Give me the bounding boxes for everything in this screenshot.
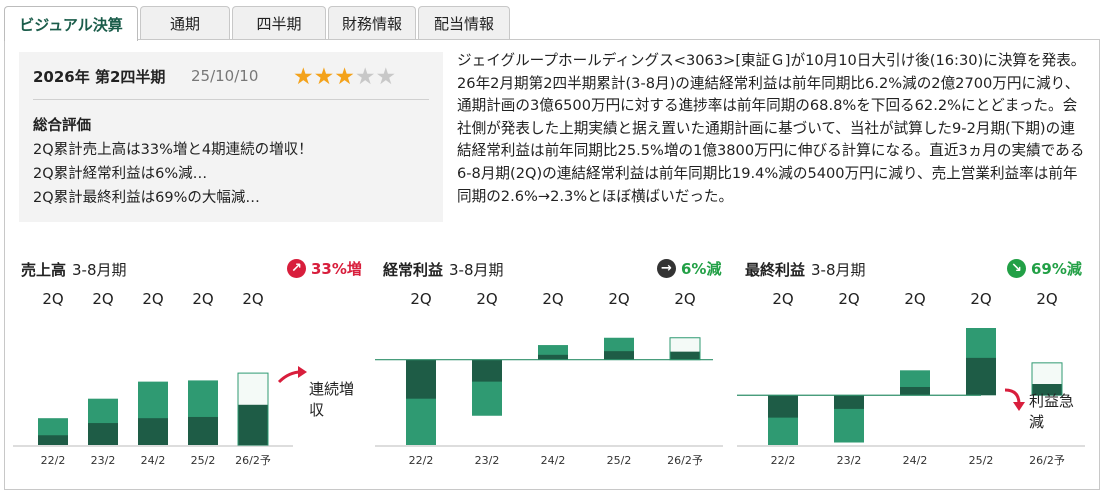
bar-2q (238, 404, 268, 445)
arrow-head (1013, 402, 1025, 411)
earnings-description: ジェイグループホールディングス<3063>[東証Ｇ]が10月10日大引け後(16… (457, 52, 1086, 205)
bar-label-2q: 2Q (242, 290, 263, 308)
chart-title: 売上高 3-8月期 (21, 259, 127, 280)
summary-line: 2Q累計売上高は33%増と4期連続の増収！ (33, 142, 313, 158)
change-label: 69%減 (1031, 260, 1082, 278)
summary-line: 2Q累計経常利益は6%減… (33, 166, 208, 182)
x-tick-label: 24/2 (541, 454, 566, 467)
arrow-down-right-icon: ↘ (1007, 259, 1026, 278)
summary-date: 25/10/10 (191, 67, 259, 85)
bar-2q (966, 357, 996, 396)
x-tick-label: 22/2 (409, 454, 434, 467)
bar-2q (834, 395, 864, 409)
chart-net-profit: 2Q 22/2 2Q 23/2 2Q 24/2 2Q 25/2 2Q 26/2予 最終利益 3-8月… (735, 248, 1087, 488)
chart-period: 3-8月期 (811, 261, 866, 279)
arrow-stroke (1004, 388, 1021, 405)
chart-ordinary-profit-svg: 2Q 22/2 2Q 23/2 2Q 24/2 2Q 25/2 2Q 26/2予 (375, 290, 723, 467)
bar-label-2q: 2Q (142, 290, 163, 308)
summary-period: 2026年 第2四半期 (33, 68, 166, 86)
bar-label-2q: 2Q (674, 290, 695, 308)
curved-arrow-down-icon (1004, 388, 1025, 411)
tab-dividend[interactable]: 配当情報 (418, 6, 510, 39)
bar-2q (88, 423, 118, 445)
bar-2q (670, 351, 700, 360)
chart-title: 最終利益 3-8月期 (745, 259, 866, 280)
arrow-right-icon: → (657, 259, 676, 278)
bar-label-2q: 2Q (1036, 290, 1057, 308)
content-panel: 2026年 第2四半期 25/10/10 ★★★★★ 総合評価 2Q累計売上高は… (4, 39, 1100, 490)
chart-net-profit-svg: 2Q 22/2 2Q 23/2 2Q 24/2 2Q 25/2 2Q 26/2予 (737, 290, 1085, 467)
chart-title: 経常利益 3-8月期 (383, 259, 504, 280)
arrow-stroke (277, 370, 302, 384)
bar-2q (188, 416, 218, 445)
bar-label-2q: 2Q (476, 290, 497, 308)
x-tick-label: 23/2 (91, 454, 116, 467)
x-tick-label: 26/2予 (235, 454, 271, 467)
summary-box: 2026年 第2四半期 25/10/10 ★★★★★ 総合評価 2Q累計売上高は… (19, 52, 443, 222)
change-label: 33%増 (311, 260, 362, 278)
arrow-head (298, 366, 307, 378)
x-tick-label: 25/2 (191, 454, 216, 467)
chart-title-text: 売上高 (21, 261, 67, 279)
bar-2q (138, 418, 168, 445)
chart-sales: 2Q 22/2 2Q 23/2 2Q 24/2 2Q 25/2 2Q 26/2予 売上高 3-8月期… (11, 248, 363, 488)
chart-title-text: 経常利益 (383, 261, 444, 279)
bar-label-2q: 2Q (410, 290, 431, 308)
bar-2q (1032, 384, 1062, 396)
x-tick-label: 22/2 (41, 454, 66, 467)
change-badge: ↘ 69%減 (1007, 258, 1082, 279)
bar-label-2q: 2Q (192, 290, 213, 308)
change-label: 6%減 (681, 260, 722, 278)
bar-label-2q: 2Q (772, 290, 793, 308)
bar-label-2q: 2Q (542, 290, 563, 308)
bar-2q (472, 359, 502, 382)
tab-annual[interactable]: 通期 (140, 6, 230, 39)
change-badge: ↗ 33%増 (287, 258, 362, 279)
summary-line: 2Q累計最終利益は69%の大幅減… (33, 190, 260, 206)
x-tick-label: 25/2 (607, 454, 632, 467)
bar-2q (900, 386, 930, 396)
bar-label-2q: 2Q (92, 290, 113, 308)
summary-divider (33, 99, 429, 100)
arrow-up-right-icon: ↗ (287, 259, 306, 278)
chart-period: 3-8月期 (449, 261, 504, 279)
x-tick-label: 26/2予 (667, 454, 703, 467)
rating-stars: ★★★★★ (293, 64, 396, 90)
x-tick-label: 24/2 (141, 454, 166, 467)
change-badge: → 6%減 (657, 258, 721, 279)
chart-annotation: 利益急減 (1029, 392, 1075, 431)
star-icon: ★ (375, 64, 397, 90)
chart-sales-svg: 2Q 22/2 2Q 23/2 2Q 24/2 2Q 25/2 2Q 26/2予 (13, 290, 307, 467)
star-icon: ★ (354, 64, 376, 90)
tab-financial[interactable]: 財務情報 (328, 6, 416, 39)
bar-label-2q: 2Q (838, 290, 859, 308)
bar-label-2q: 2Q (904, 290, 925, 308)
star-icon: ★ (293, 64, 314, 90)
tab-quarterly[interactable]: 四半期 (232, 6, 326, 39)
x-tick-label: 22/2 (771, 454, 796, 467)
bar-2q (38, 435, 68, 445)
chart-title-text: 最終利益 (745, 261, 806, 279)
bar-2q (538, 354, 568, 360)
bar-2q (768, 395, 798, 418)
chart-period: 3-8月期 (72, 261, 127, 279)
x-tick-label: 26/2予 (1029, 454, 1065, 467)
chart-annotation: 連続増収 (309, 380, 355, 419)
bar-label-2q: 2Q (608, 290, 629, 308)
x-tick-label: 24/2 (903, 454, 928, 467)
bar-label-2q: 2Q (970, 290, 991, 308)
bar-2q (604, 351, 634, 360)
curved-arrow-up-icon (277, 366, 307, 384)
x-tick-label: 25/2 (969, 454, 994, 467)
bar-label-2q: 2Q (42, 290, 63, 308)
x-tick-label: 23/2 (475, 454, 500, 467)
star-icon: ★ (313, 64, 335, 90)
chart-ordinary-profit: 2Q 22/2 2Q 23/2 2Q 24/2 2Q 25/2 2Q 26/2予 経常利益 3-8月… (373, 248, 725, 488)
summary-title: 総合評価 (33, 118, 91, 134)
tab-visual[interactable]: ビジュアル決算 (4, 6, 138, 41)
bar-2q (406, 359, 436, 399)
x-tick-label: 23/2 (837, 454, 862, 467)
star-icon: ★ (334, 64, 355, 90)
